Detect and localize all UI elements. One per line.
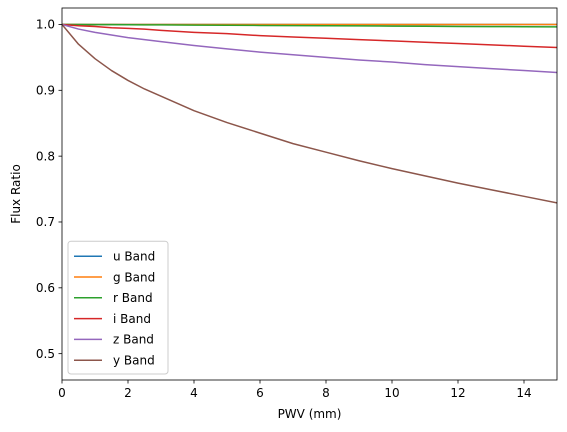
legend: u Band g Band r Band i Band z Band y Band [67, 240, 169, 375]
series-line-y-band [62, 23, 557, 204]
series-line-i-band [62, 23, 557, 49]
legend-label-z-band: z Band [113, 333, 154, 347]
series-line-r-band [62, 23, 557, 28]
legend-label-y-band: y Band [113, 354, 155, 368]
x-tick-label: 6 [256, 386, 264, 400]
y-tick-label: 0.8 [36, 149, 55, 163]
series-layer [62, 23, 557, 204]
x-tick-label: 8 [322, 386, 330, 400]
y-tick-label: 1.0 [36, 18, 55, 32]
legend-box [67, 240, 169, 375]
x-tick-label: 12 [450, 386, 465, 400]
x-tick-label: 2 [124, 386, 132, 400]
y-tick-label: 0.7 [36, 215, 55, 229]
x-tick-label: 14 [516, 386, 531, 400]
x-tick-label: 0 [58, 386, 66, 400]
plot-frame [61, 7, 558, 381]
x-axis: 0 2 4 6 8 10 12 14 [58, 380, 532, 400]
series-line-z-band [62, 23, 557, 74]
x-tick-label: 10 [384, 386, 399, 400]
legend-label-i-band: i Band [113, 312, 151, 326]
y-tick-label: 0.9 [36, 84, 55, 98]
y-axis-label: Flux Ratio [9, 164, 23, 224]
x-tick-label: 4 [190, 386, 198, 400]
x-axis-label: PWV (mm) [278, 407, 342, 421]
legend-label-r-band: r Band [113, 291, 153, 305]
y-axis: 0.5 0.6 0.7 0.8 0.9 1.0 [36, 18, 62, 361]
legend-label-g-band: g Band [113, 270, 155, 284]
legend-label-u-band: u Band [113, 250, 155, 264]
y-tick-label: 0.6 [36, 281, 55, 295]
y-tick-label: 0.5 [36, 347, 55, 361]
